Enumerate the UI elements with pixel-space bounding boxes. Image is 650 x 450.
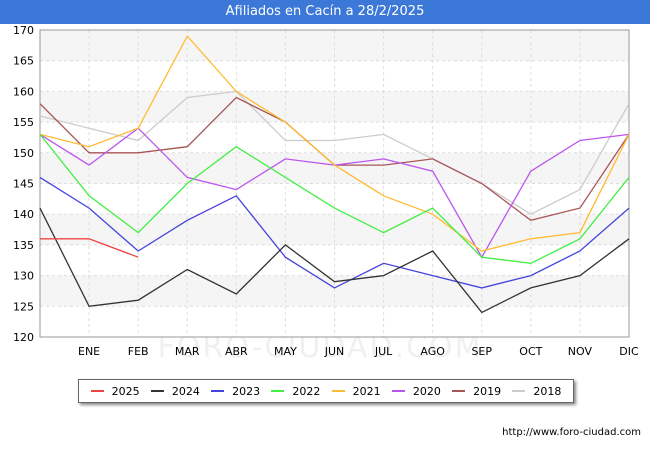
legend-swatch bbox=[150, 390, 164, 392]
legend-item-2020: 2020 bbox=[391, 384, 441, 398]
plot-frame bbox=[39, 29, 630, 338]
series-line-2021 bbox=[39, 34, 630, 252]
legend-item-2018: 2018 bbox=[512, 385, 561, 398]
legend-label: 2020 bbox=[412, 384, 441, 398]
legend-label: 2023 bbox=[232, 384, 261, 398]
x-tick-label: SEP bbox=[471, 345, 492, 358]
y-tick-label: 130 bbox=[13, 270, 34, 283]
x-tick-label: MAR bbox=[175, 345, 200, 358]
chart-legend: 2025 2024 2023 2022 2021 2020 2019 2018 bbox=[78, 379, 574, 403]
x-tick-label: FEB bbox=[128, 345, 149, 358]
legend-item-2021: 2021 bbox=[331, 384, 381, 398]
series-line-2025 bbox=[40, 238, 139, 258]
y-tick-label: 155 bbox=[13, 116, 34, 129]
series-line-2024 bbox=[39, 207, 630, 314]
series-line-2022 bbox=[39, 133, 630, 264]
y-tick-label: 160 bbox=[13, 85, 34, 98]
source-url: http://www.foro-ciudad.com bbox=[502, 427, 641, 438]
legend-item-2022: 2022 bbox=[271, 385, 320, 398]
x-tick-label: JUL bbox=[374, 345, 393, 358]
y-tick-label: 165 bbox=[13, 55, 34, 68]
legend-item-2019: 2019 bbox=[452, 385, 501, 398]
y-tick-label: 145 bbox=[13, 178, 34, 191]
x-tick-label: JUN bbox=[324, 345, 345, 358]
legend-label: 2019 bbox=[473, 384, 502, 398]
series-line-2023 bbox=[39, 176, 630, 289]
y-tick-label: 135 bbox=[13, 239, 34, 252]
legend-swatch bbox=[271, 390, 285, 392]
legend-swatch bbox=[331, 390, 345, 392]
legend-label: 2024 bbox=[171, 384, 200, 398]
legend-swatch bbox=[391, 390, 405, 392]
legend-label: 2021 bbox=[352, 384, 381, 398]
series-line-2018 bbox=[39, 90, 630, 215]
y-tick-label: 170 bbox=[13, 24, 34, 37]
x-tick-label: DIC bbox=[619, 345, 639, 358]
legend-label: 2025 bbox=[111, 384, 140, 398]
legend-label: 2018 bbox=[533, 384, 562, 398]
x-tick-label: NOV bbox=[568, 345, 593, 358]
legend-swatch bbox=[452, 390, 466, 392]
x-tick-label: MAY bbox=[274, 345, 297, 358]
legend-swatch bbox=[512, 390, 526, 392]
legend-swatch bbox=[90, 390, 104, 392]
legend-item-2024: 2024 bbox=[150, 384, 200, 398]
y-tick-label: 140 bbox=[13, 208, 34, 221]
legend-swatch bbox=[211, 390, 225, 392]
x-tick-label: ENE bbox=[78, 345, 100, 358]
chart-title: Afiliados en Cacín a 28/2/2025 bbox=[0, 0, 650, 24]
y-tick-label: 120 bbox=[13, 331, 34, 344]
y-tick-label: 150 bbox=[13, 147, 34, 160]
legend-item-2023: 2023 bbox=[211, 385, 260, 398]
legend-label: 2022 bbox=[292, 384, 321, 398]
x-tick-label: ABR bbox=[225, 345, 248, 358]
y-tick-label: 125 bbox=[13, 300, 34, 313]
legend-item-2025: 2025 bbox=[90, 384, 140, 398]
x-tick-label: OCT bbox=[519, 345, 542, 358]
x-tick-label: AGO bbox=[420, 345, 445, 358]
